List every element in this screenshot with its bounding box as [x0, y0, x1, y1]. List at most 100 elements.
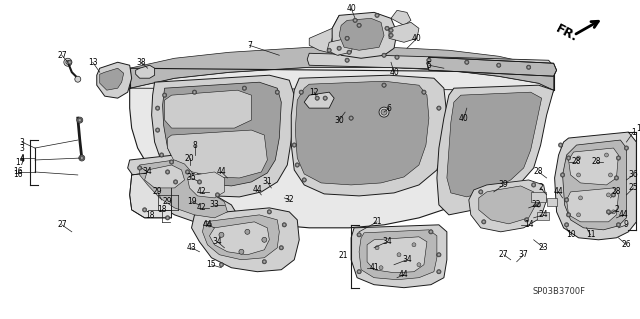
Text: 42: 42	[196, 204, 206, 212]
Circle shape	[328, 49, 330, 51]
Text: 16: 16	[13, 170, 23, 180]
Circle shape	[430, 231, 432, 233]
Text: 37: 37	[519, 250, 529, 259]
Text: 41: 41	[369, 263, 379, 272]
Circle shape	[171, 161, 173, 163]
Text: 20: 20	[185, 153, 195, 162]
Text: 6: 6	[387, 104, 392, 113]
Circle shape	[607, 211, 609, 213]
Text: 33: 33	[209, 200, 220, 209]
Polygon shape	[479, 186, 536, 224]
Circle shape	[292, 143, 296, 147]
Text: 3: 3	[19, 144, 24, 152]
Circle shape	[216, 194, 218, 196]
Circle shape	[350, 117, 352, 119]
Circle shape	[157, 107, 159, 109]
Text: 16: 16	[13, 167, 23, 176]
Circle shape	[279, 246, 284, 250]
Polygon shape	[188, 172, 225, 198]
Circle shape	[381, 109, 387, 115]
Circle shape	[139, 167, 141, 169]
Polygon shape	[437, 85, 554, 215]
Text: 31: 31	[262, 177, 272, 186]
Text: 14: 14	[524, 220, 534, 229]
Circle shape	[577, 173, 580, 177]
Polygon shape	[332, 12, 397, 58]
Circle shape	[566, 199, 568, 201]
Circle shape	[170, 160, 174, 164]
Circle shape	[338, 47, 340, 49]
Circle shape	[354, 19, 356, 21]
Circle shape	[376, 14, 378, 16]
Circle shape	[303, 179, 305, 181]
Circle shape	[299, 90, 303, 94]
Circle shape	[616, 156, 621, 160]
Circle shape	[561, 174, 564, 176]
Circle shape	[609, 173, 612, 177]
Polygon shape	[304, 92, 334, 108]
Circle shape	[466, 61, 468, 63]
Circle shape	[69, 61, 71, 63]
Circle shape	[175, 181, 177, 183]
Circle shape	[625, 147, 627, 149]
Text: 35: 35	[187, 174, 196, 182]
Text: 40: 40	[389, 68, 399, 77]
Circle shape	[561, 173, 564, 177]
Text: 44: 44	[252, 185, 262, 194]
Circle shape	[525, 219, 527, 221]
Circle shape	[624, 146, 628, 150]
Circle shape	[282, 223, 287, 227]
Circle shape	[345, 58, 349, 63]
Circle shape	[197, 180, 202, 184]
Text: 27: 27	[499, 250, 509, 259]
Circle shape	[604, 153, 609, 157]
Polygon shape	[537, 212, 548, 220]
Circle shape	[422, 90, 426, 94]
Circle shape	[293, 144, 295, 146]
Circle shape	[163, 93, 167, 97]
Text: 1: 1	[636, 123, 640, 133]
Circle shape	[566, 213, 571, 217]
Circle shape	[357, 233, 362, 237]
Circle shape	[532, 184, 534, 186]
Circle shape	[611, 210, 616, 214]
Circle shape	[346, 59, 348, 61]
Circle shape	[64, 58, 72, 66]
Circle shape	[428, 59, 430, 61]
Text: 11: 11	[586, 230, 595, 239]
Circle shape	[465, 60, 469, 64]
Circle shape	[436, 253, 441, 257]
Circle shape	[382, 53, 386, 57]
Circle shape	[337, 46, 341, 50]
Text: 8: 8	[192, 141, 197, 150]
Text: 34: 34	[382, 237, 392, 246]
Text: SP03B3700F: SP03B3700F	[532, 287, 585, 296]
Text: FR.: FR.	[554, 22, 580, 44]
Circle shape	[267, 210, 271, 214]
Circle shape	[358, 24, 360, 26]
Text: 9: 9	[624, 220, 629, 229]
Text: 43: 43	[187, 243, 196, 252]
Text: 39: 39	[499, 181, 509, 189]
Circle shape	[164, 94, 166, 96]
Text: 18: 18	[145, 211, 155, 220]
Circle shape	[295, 163, 300, 167]
Polygon shape	[168, 130, 268, 178]
Circle shape	[618, 224, 620, 226]
Circle shape	[436, 106, 441, 110]
Circle shape	[156, 128, 160, 132]
Circle shape	[347, 50, 351, 55]
Circle shape	[302, 178, 307, 182]
Text: 44: 44	[554, 188, 563, 197]
Polygon shape	[191, 208, 300, 272]
Circle shape	[316, 97, 318, 99]
Circle shape	[68, 60, 72, 64]
Circle shape	[479, 190, 483, 194]
Circle shape	[243, 87, 245, 89]
Circle shape	[568, 214, 570, 216]
Polygon shape	[367, 237, 427, 273]
Polygon shape	[295, 81, 429, 185]
Text: 2: 2	[614, 205, 619, 214]
Circle shape	[323, 96, 328, 100]
Circle shape	[245, 229, 250, 234]
